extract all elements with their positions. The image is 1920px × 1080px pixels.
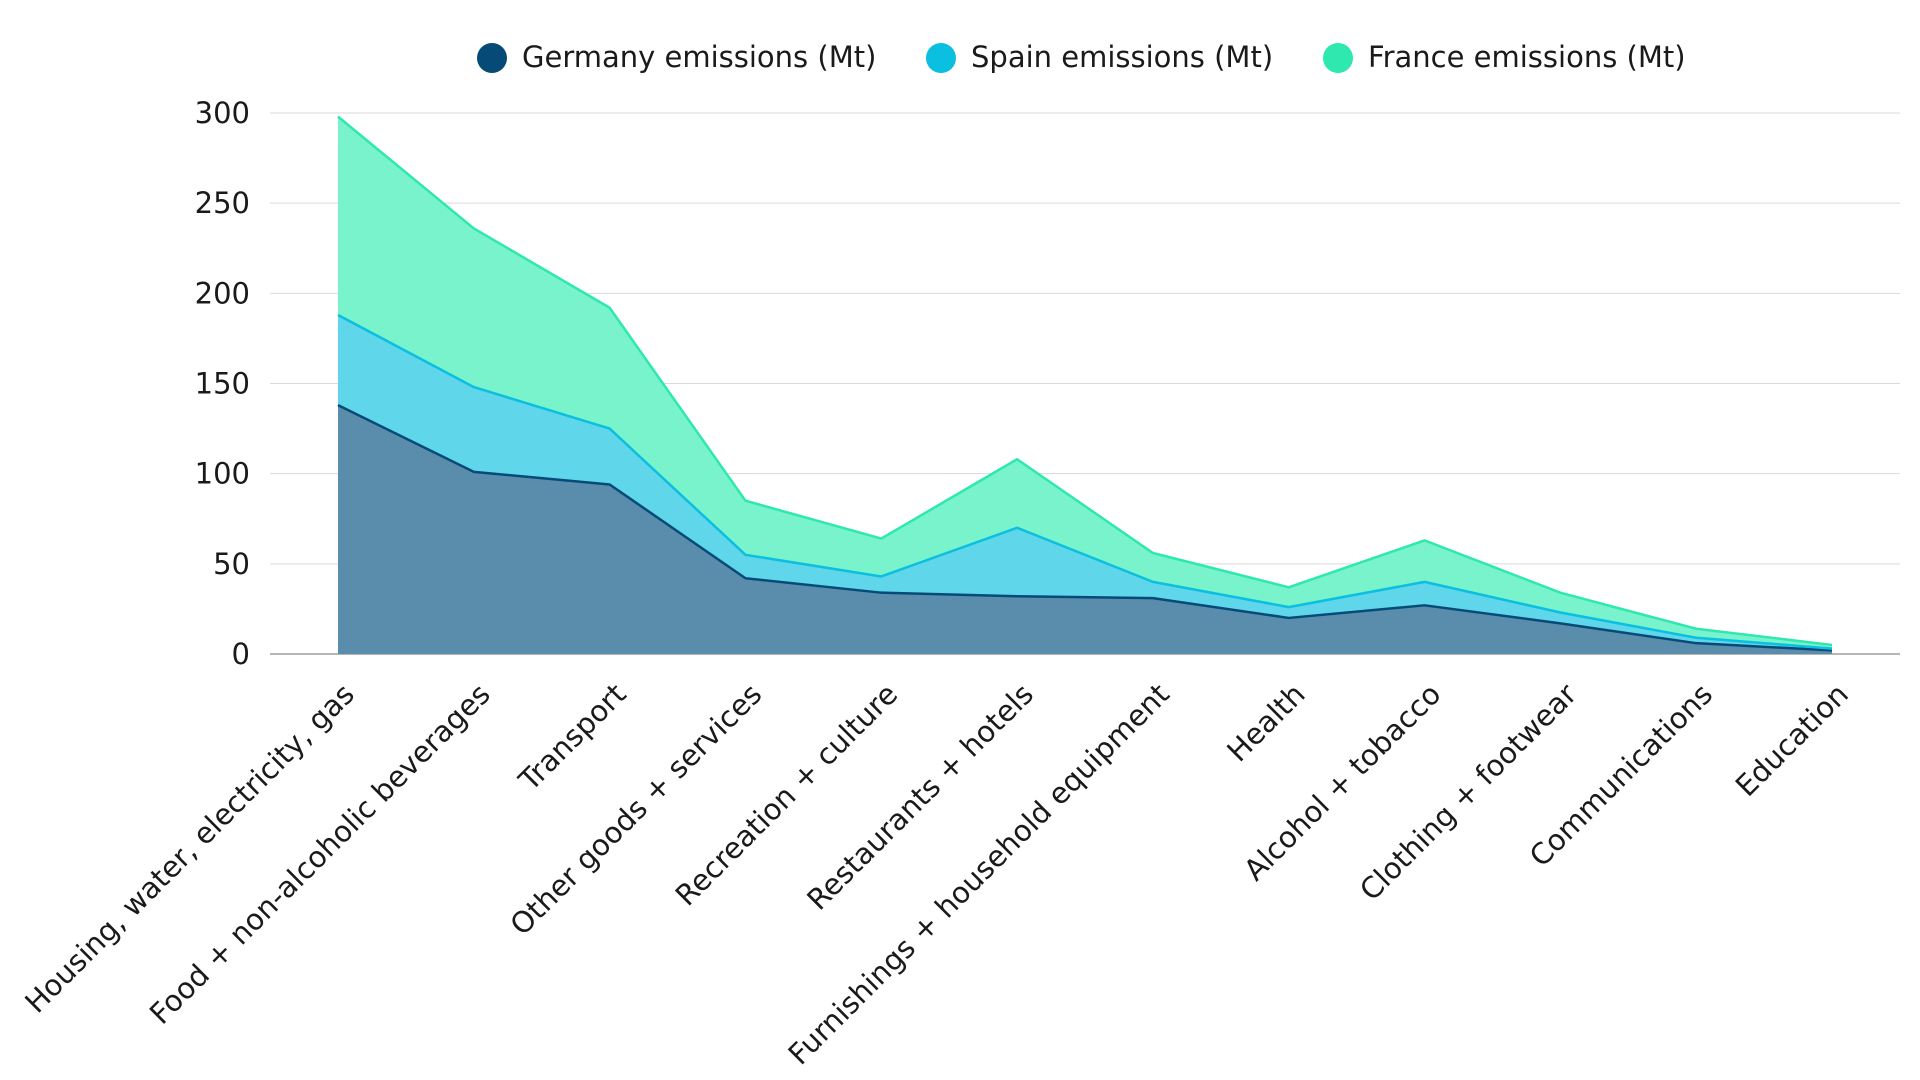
y-tick-label: 200 <box>195 276 250 310</box>
y-tick-label: 0 <box>232 637 250 671</box>
legend-label: Germany emissions (Mt) <box>522 40 876 74</box>
legend-swatch <box>1323 43 1353 73</box>
y-tick-label: 300 <box>195 96 250 130</box>
x-tick-label: Other goods + services <box>503 677 768 942</box>
legend: Germany emissions (Mt) Spain emissions (M… <box>477 40 1686 74</box>
legend-item: Germany emissions (Mt) <box>477 40 876 74</box>
x-tick-label: Education <box>1729 677 1855 803</box>
area-fill-series-2 <box>338 116 1832 649</box>
x-tick-label: Transport <box>512 677 633 798</box>
x-tick-label: Recreation + culture <box>669 677 905 913</box>
y-axis: 0 50 100 150 200 250 300 <box>195 96 250 671</box>
area-line-series-0 <box>337 404 1833 652</box>
y-tick-label: 150 <box>195 367 250 401</box>
legend-swatch <box>926 43 956 73</box>
y-tick-label: 250 <box>195 186 250 220</box>
y-tick-label: 100 <box>195 457 250 491</box>
area-line-series-2 <box>337 115 1833 647</box>
legend-label: Spain emissions (Mt) <box>971 40 1273 74</box>
area-line-series-1 <box>337 313 1833 650</box>
area-series <box>337 115 1833 654</box>
area-fill-series-0 <box>338 405 1832 654</box>
x-tick-label: Restaurants + hotels <box>800 677 1040 917</box>
area-fill-series-1 <box>338 314 1832 651</box>
legend-label: France emissions (Mt) <box>1368 40 1686 74</box>
legend-item: France emissions (Mt) <box>1323 40 1686 74</box>
legend-item: Spain emissions (Mt) <box>926 40 1273 74</box>
legend-swatch <box>477 43 507 73</box>
y-tick-label: 50 <box>213 547 250 581</box>
x-tick-label: Health <box>1220 677 1311 768</box>
